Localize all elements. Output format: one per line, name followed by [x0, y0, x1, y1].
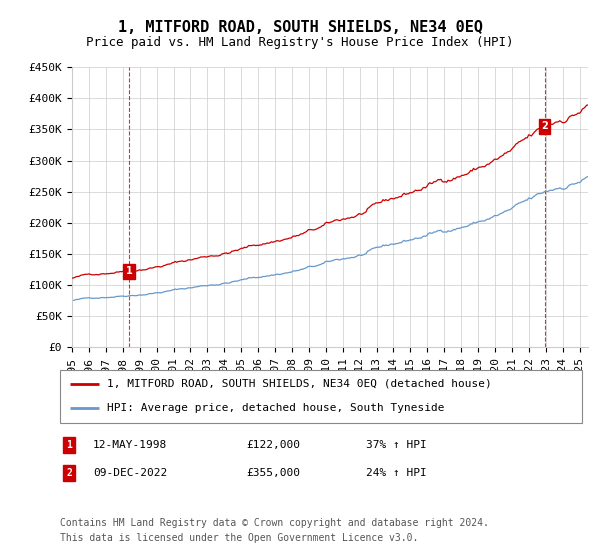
Text: Price paid vs. HM Land Registry's House Price Index (HPI): Price paid vs. HM Land Registry's House …: [86, 36, 514, 49]
Text: 1, MITFORD ROAD, SOUTH SHIELDS, NE34 0EQ (detached house): 1, MITFORD ROAD, SOUTH SHIELDS, NE34 0EQ…: [107, 379, 492, 389]
Text: 1: 1: [66, 440, 72, 450]
Text: 2: 2: [541, 122, 548, 131]
Text: £355,000: £355,000: [246, 468, 300, 478]
Text: 1: 1: [125, 267, 132, 276]
Text: 2: 2: [66, 468, 72, 478]
Text: £122,000: £122,000: [246, 440, 300, 450]
Text: 09-DEC-2022: 09-DEC-2022: [93, 468, 167, 478]
Text: 1, MITFORD ROAD, SOUTH SHIELDS, NE34 0EQ: 1, MITFORD ROAD, SOUTH SHIELDS, NE34 0EQ: [118, 20, 482, 35]
FancyBboxPatch shape: [60, 370, 582, 423]
Text: 37% ↑ HPI: 37% ↑ HPI: [366, 440, 427, 450]
Text: Contains HM Land Registry data © Crown copyright and database right 2024.: Contains HM Land Registry data © Crown c…: [60, 518, 489, 528]
Text: This data is licensed under the Open Government Licence v3.0.: This data is licensed under the Open Gov…: [60, 533, 418, 543]
Text: 12-MAY-1998: 12-MAY-1998: [93, 440, 167, 450]
Text: HPI: Average price, detached house, South Tyneside: HPI: Average price, detached house, Sout…: [107, 403, 445, 413]
Text: 24% ↑ HPI: 24% ↑ HPI: [366, 468, 427, 478]
